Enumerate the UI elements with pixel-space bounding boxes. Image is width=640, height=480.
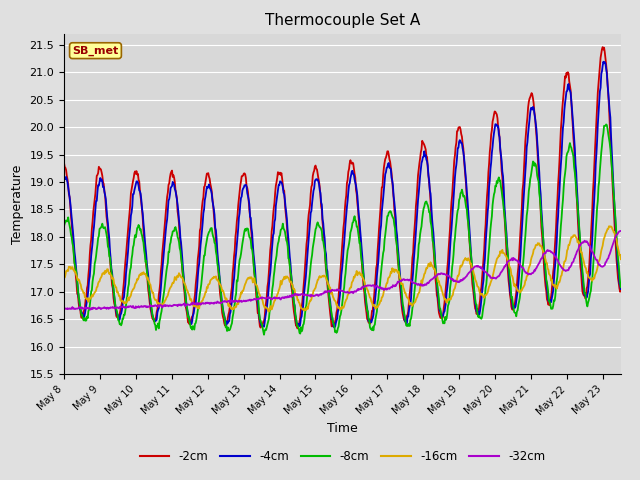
Text: SB_met: SB_met (72, 46, 118, 56)
X-axis label: Time: Time (327, 422, 358, 435)
Legend: -2cm, -4cm, -8cm, -16cm, -32cm: -2cm, -4cm, -8cm, -16cm, -32cm (135, 445, 550, 468)
Y-axis label: Temperature: Temperature (11, 164, 24, 244)
Title: Thermocouple Set A: Thermocouple Set A (265, 13, 420, 28)
